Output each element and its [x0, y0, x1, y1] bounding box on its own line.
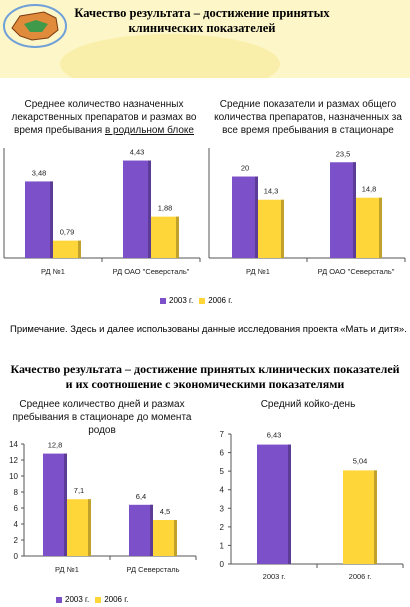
chart1-title-text: Среднее количество назначенных лекарстве…: [11, 99, 197, 136]
y-tick-label: 6: [14, 504, 19, 513]
bar-shade: [353, 162, 356, 258]
legend-label-2003: 2003 г.: [169, 296, 194, 305]
y-tick-label: 8: [14, 488, 19, 497]
bar-shade: [64, 453, 67, 556]
legend-bottom-item-2006: 2006 г.: [95, 595, 128, 604]
chart2-svg: 20 14,3 РД №1 23,5 14,8 РД ОАО "Северсталь": [208, 148, 406, 276]
bar-2003: [330, 162, 356, 258]
legend-swatch-2006: [199, 297, 206, 304]
y-tick-label: 0: [220, 560, 225, 569]
y-tick-label: 1: [220, 541, 225, 550]
bar-2003: [232, 176, 258, 258]
bar-2006: [356, 197, 382, 258]
y-tick-label: 6: [220, 449, 225, 458]
bar-shade: [281, 199, 284, 258]
legend-bottom-swatch-2006: [95, 596, 102, 603]
section-title: Качество результата – достижение приняты…: [10, 362, 400, 391]
bar-value-label: 6,43: [267, 431, 282, 440]
legend-bottom-swatch-2003: [56, 596, 62, 603]
note-text: Примечание. Здесь и далее использованы д…: [10, 324, 407, 335]
chart3-svg: 0 2 4 6 8 10 12 14 12,8 7,1 РД №1 6,4 4,5 РД Северста…: [9, 440, 197, 574]
bar-2006: [67, 499, 91, 556]
bar-2003: [129, 504, 153, 556]
legend-bottom-label-2006: 2006 г.: [104, 595, 129, 604]
y-tick-label: 14: [9, 440, 18, 449]
bar-shade: [78, 240, 81, 258]
bar-shade: [374, 470, 377, 564]
y-tick-label: 0: [14, 552, 19, 561]
legend-bottom: 2003 г. 2006 г.: [56, 595, 128, 604]
y-tick-label: 4: [14, 520, 19, 529]
bar-value-label: 12,8: [48, 441, 63, 450]
y-tick-label: 10: [9, 472, 18, 481]
bar-2006: [153, 520, 177, 556]
bar-shade: [379, 197, 382, 258]
chart2-title: Средние показатели и размах общего колич…: [214, 99, 402, 136]
x-category-label: 2006 г.: [349, 572, 372, 581]
bar-value-label: 5,04: [353, 456, 368, 465]
bar-2006: [53, 240, 81, 258]
bar-shade: [88, 499, 91, 556]
bar-value-label: 20: [241, 164, 249, 173]
chart4-title: Средний койко-день: [260, 399, 356, 410]
legend-top: 2003 г. 2006 г.: [160, 296, 232, 305]
bar-value-label: 0,79: [60, 228, 75, 237]
bar-value-label: 4,43: [130, 148, 145, 157]
legend-label-2006: 2006 г.: [208, 296, 233, 305]
banner-title: Качество результата – достижение приняты…: [74, 6, 330, 35]
chart4-svg: 0 1 2 3 4 5 6 7 6,43 2003 г. 5,04 2006 г.: [220, 430, 404, 581]
legend-item-2006: 2006 г.: [199, 296, 232, 305]
legend-bottom-item-2003: 2003 г.: [56, 595, 89, 604]
bar-value-label: 7,1: [74, 486, 84, 495]
legend-item-2003: 2003 г.: [160, 296, 193, 305]
legend-swatch-2003: [160, 297, 166, 304]
bar-value-label: 4,5: [160, 507, 170, 516]
bar-2003: [123, 160, 151, 258]
bar-2006: [151, 216, 179, 258]
banner-decoration: [60, 34, 280, 78]
bar-2006: [343, 470, 377, 564]
bar-shade: [288, 444, 291, 564]
bar-shade: [148, 160, 151, 258]
chart3-title: Среднее количество дней и размах пребыва…: [12, 399, 192, 436]
bar-value-label: 3,48: [32, 168, 47, 177]
bar-value-label: 23,5: [336, 149, 351, 158]
bar-value-label: 14,8: [362, 185, 377, 194]
bar-2003: [25, 181, 53, 258]
x-category-label: РД №1: [246, 267, 270, 276]
bar-2003: [257, 444, 291, 564]
bar-shade: [255, 176, 258, 258]
x-category-label: РД №1: [41, 267, 65, 276]
chart1-title: Среднее количество назначенных лекарстве…: [4, 98, 204, 137]
bar-value-label: 1,88: [158, 204, 173, 213]
bar-shade: [50, 181, 53, 258]
x-category-label: 2003 г.: [263, 572, 286, 581]
y-tick-label: 3: [220, 504, 225, 513]
bar-value-label: 14,3: [264, 187, 279, 196]
header-banner: Качество результата – достижение приняты…: [0, 0, 410, 78]
bar-value-label: 6,4: [136, 492, 146, 501]
chart1-title-underlined: в родильном блоке: [104, 125, 194, 136]
bar-shade: [174, 520, 177, 556]
x-category-label: РД Северсталь: [126, 565, 179, 574]
y-tick-label: 12: [9, 456, 18, 465]
y-tick-label: 4: [220, 486, 225, 495]
legend-bottom-label-2003: 2003 г.: [65, 595, 90, 604]
y-tick-label: 2: [14, 536, 19, 545]
y-tick-label: 7: [220, 430, 225, 439]
bar-2003: [43, 453, 67, 556]
y-tick-label: 5: [220, 467, 225, 476]
bar-shade: [150, 504, 153, 556]
chart1-svg: 3,48 0,79 РД №1 4,43 1,88 РД ОАО "Северсталь": [3, 148, 201, 276]
x-category-label: РД ОАО "Северсталь": [318, 267, 395, 276]
bar-shade: [176, 216, 179, 258]
x-category-label: РД №1: [55, 565, 79, 574]
y-tick-label: 2: [220, 523, 225, 532]
bar-2006: [258, 199, 284, 258]
region-map-logo-icon: [3, 4, 67, 48]
x-category-label: РД ОАО "Северсталь": [113, 267, 190, 276]
